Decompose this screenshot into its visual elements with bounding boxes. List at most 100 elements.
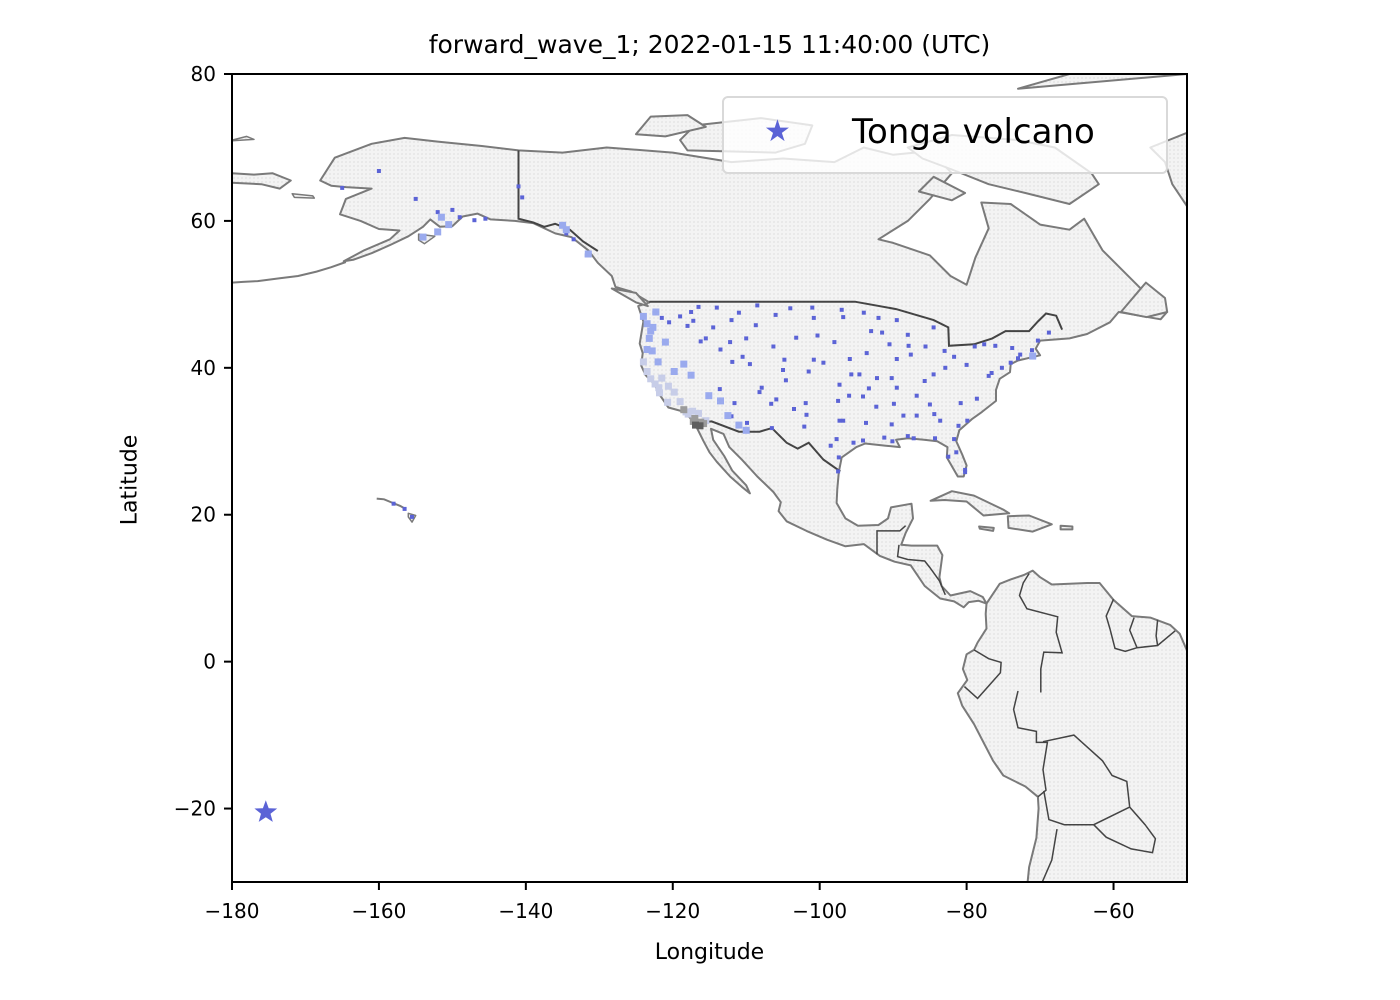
station-point [450, 207, 455, 212]
station-point [584, 250, 592, 258]
station-point [419, 233, 427, 241]
station-point [1010, 346, 1015, 350]
land-jamaica [978, 525, 995, 532]
station-point [643, 346, 651, 353]
station-point [639, 312, 647, 320]
station-point [658, 374, 666, 382]
station-point [889, 376, 894, 381]
station-point [836, 469, 841, 474]
station-point [564, 231, 569, 236]
station-point [670, 388, 678, 396]
station-point [654, 358, 662, 366]
station-point [757, 390, 762, 395]
legend-star-icon: ★ [764, 114, 791, 149]
station-point [864, 420, 868, 425]
station-point [788, 306, 793, 311]
station-point [857, 372, 862, 377]
station-point [645, 334, 653, 342]
station-point [792, 407, 796, 411]
station-point [890, 439, 895, 444]
station-point [914, 413, 919, 418]
station-point [958, 401, 963, 406]
station-point [841, 418, 846, 423]
border-peru-brazil [1012, 690, 1049, 798]
station-point [837, 382, 842, 387]
station-point [811, 315, 816, 320]
station-point [802, 424, 807, 429]
station-point [931, 372, 936, 377]
basemap [232, 74, 1187, 882]
station-point [472, 218, 477, 223]
border-chile-argentina [1041, 828, 1058, 882]
station-point [841, 315, 846, 320]
station-point [732, 401, 737, 406]
border-guianas [1128, 617, 1138, 648]
station-point [906, 343, 911, 348]
y-tick-label: 60 [191, 209, 216, 233]
station-point [678, 314, 683, 319]
station-point [1016, 356, 1020, 361]
y-axis-label: Latitude [117, 434, 143, 526]
station-point [724, 412, 732, 420]
station-point [457, 215, 462, 220]
station-point [1035, 338, 1040, 343]
legend-label: Tonga volcano [852, 112, 1095, 152]
station-point [847, 393, 852, 398]
station-point [717, 387, 722, 392]
station-point [437, 213, 445, 221]
station-point [680, 360, 688, 368]
station-point [974, 396, 979, 401]
station-point [908, 352, 913, 357]
station-point [972, 344, 977, 349]
station-point [667, 320, 672, 325]
station-point [982, 342, 987, 347]
station-point [718, 347, 723, 352]
station-point [659, 315, 664, 320]
station-point [670, 368, 678, 375]
station-point [435, 210, 440, 215]
land-vancouver-island [610, 287, 649, 308]
station-point [847, 357, 852, 361]
station-point [705, 392, 713, 400]
axes-frame [231, 73, 1188, 883]
station-point [684, 410, 692, 418]
station-point [676, 398, 684, 406]
station-point [864, 351, 869, 356]
station-point [989, 371, 994, 375]
station-point [402, 506, 407, 511]
data-points [254, 169, 1051, 822]
station-point [889, 422, 894, 427]
station-point [874, 404, 879, 409]
station-point [647, 327, 655, 335]
station-point [651, 380, 659, 388]
station-point [861, 438, 865, 443]
border-colombia-ecuador-peru [963, 649, 1002, 700]
aleutian-islands [232, 261, 347, 284]
station-point [413, 196, 418, 201]
station-point [747, 362, 752, 367]
station-point [869, 329, 874, 334]
station-point [927, 402, 932, 407]
station-point [861, 394, 865, 399]
station-point [656, 389, 663, 397]
station-point [938, 418, 943, 423]
station-point [769, 426, 774, 431]
hawaii-islands [376, 497, 406, 510]
station-point [745, 420, 749, 425]
station-point [952, 354, 957, 359]
legend: ★ Tonga volcano [722, 96, 1168, 174]
station-point [810, 305, 815, 310]
x-tick-label: −180 [205, 899, 260, 923]
station-point [931, 325, 936, 330]
station-point [804, 412, 809, 417]
station-point [692, 421, 699, 429]
y-tick-label: −20 [174, 797, 216, 821]
station-point [834, 437, 839, 442]
station-point [445, 221, 453, 229]
station-point [821, 360, 826, 365]
station-point [999, 365, 1004, 370]
x-tick-label: −140 [498, 899, 553, 923]
station-point [782, 357, 787, 362]
x-tick-label: −80 [946, 899, 988, 923]
